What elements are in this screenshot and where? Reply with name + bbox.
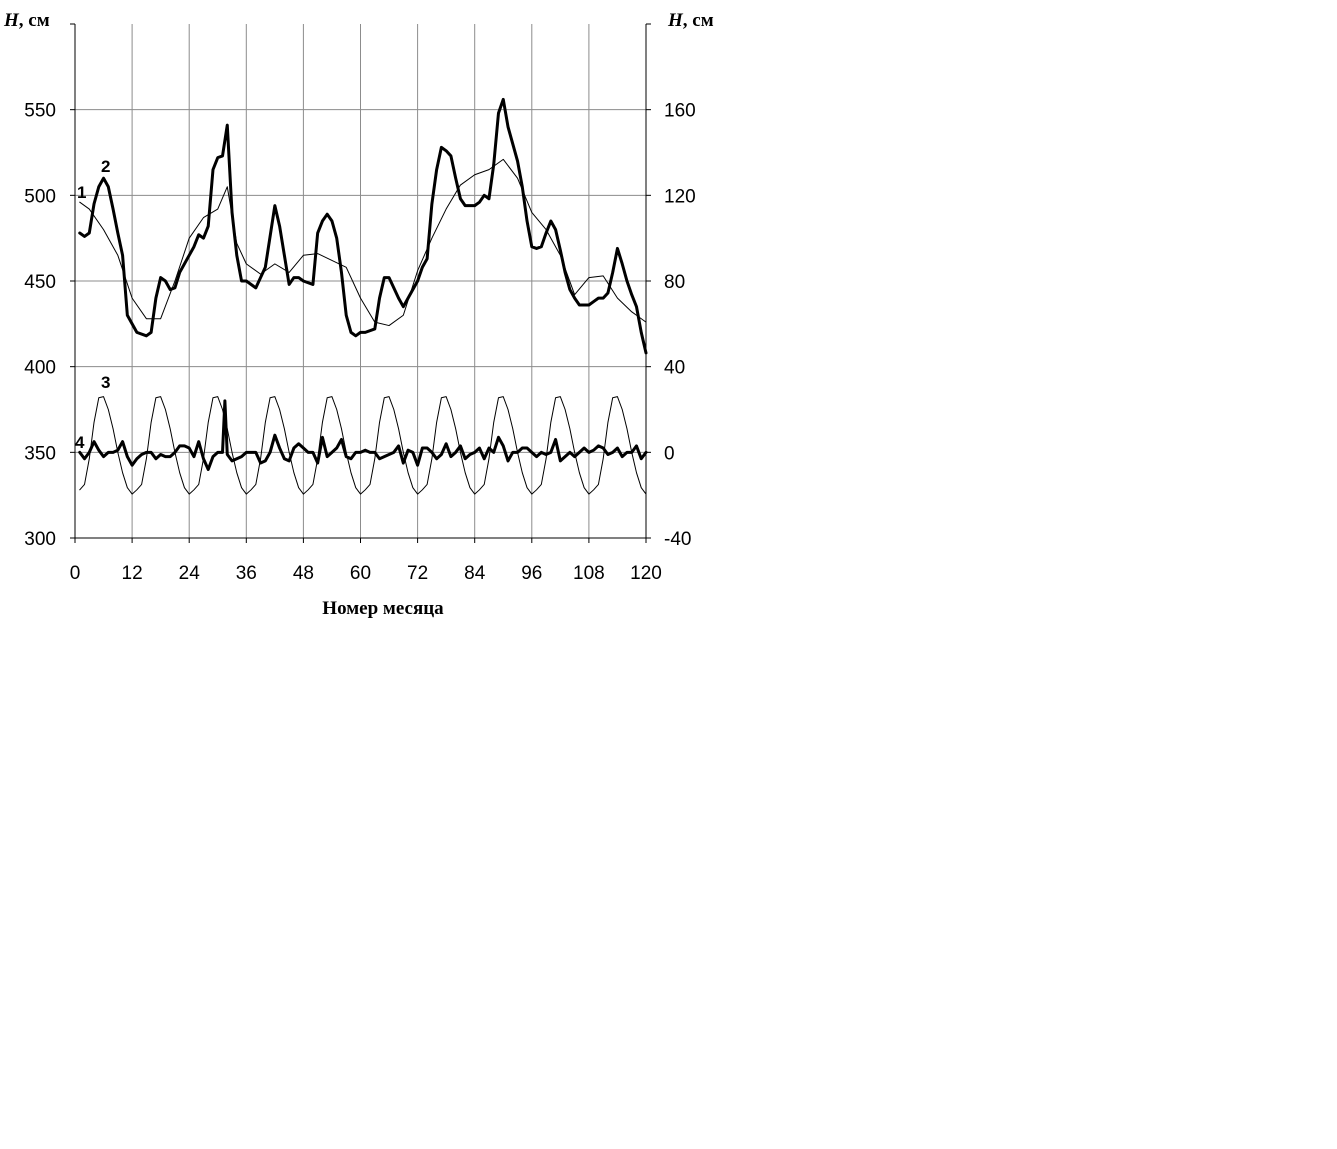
series-labels: 12 3 4 xyxy=(75,157,110,452)
x-tick-label: 120 xyxy=(630,563,662,584)
y-axis-title-left: H, см xyxy=(3,10,50,31)
series-label-3: 3 xyxy=(101,373,110,392)
x-tick-label: 12 xyxy=(122,563,143,584)
series-line-1 xyxy=(79,158,647,327)
y-tick-label-right: 160 xyxy=(664,101,696,122)
x-tick-label: 0 xyxy=(70,563,81,584)
x-tick-label: 48 xyxy=(293,563,314,584)
y-axis-title-left-symbol: H xyxy=(3,10,20,31)
series-line-3 xyxy=(79,396,647,495)
y-tick-label-right: 80 xyxy=(664,272,685,293)
y-tick-label-left: 450 xyxy=(24,272,56,293)
y-axis-title-right-symbol: H xyxy=(667,10,684,31)
series-line-2 xyxy=(78,97,648,355)
y-tick-label-left: 400 xyxy=(24,358,56,379)
y-axis-title-left-unit: , см xyxy=(19,10,50,31)
y-tick-label-right: 0 xyxy=(664,443,675,464)
x-tick-label: 24 xyxy=(179,563,201,584)
y-tick-label-right: 40 xyxy=(664,358,685,379)
series-lines xyxy=(78,97,648,495)
y-tick-label-left: 350 xyxy=(24,443,56,464)
y-tick-label-right: -40 xyxy=(664,529,691,550)
series-line-4 xyxy=(78,399,648,471)
y-tick-label-left: 500 xyxy=(24,186,56,207)
x-tick-label: 60 xyxy=(350,563,371,584)
y-axis-title-right: H, см xyxy=(667,10,714,31)
axes-frame xyxy=(70,23,651,543)
x-tick-label: 84 xyxy=(464,563,486,584)
y-axis-title-right-unit: , см xyxy=(683,10,714,31)
x-axis-title: Номер месяца xyxy=(322,598,444,619)
series-label-4: 4 xyxy=(75,433,85,452)
series-label-1: 1 xyxy=(77,183,86,202)
tick-labels: 0 12 24 36 48 60 72 84 96 108 12030035040045050055… xyxy=(24,101,695,584)
y-tick-label-right: 120 xyxy=(664,186,696,207)
x-tick-label: 96 xyxy=(521,563,542,584)
series-label-2: 2 xyxy=(101,157,110,176)
x-tick-label: 72 xyxy=(407,563,428,584)
x-tick-label: 36 xyxy=(236,563,257,584)
x-tick-label: 108 xyxy=(573,563,605,584)
y-tick-label-left: 550 xyxy=(24,101,56,122)
y-tick-label-left: 300 xyxy=(24,529,56,550)
